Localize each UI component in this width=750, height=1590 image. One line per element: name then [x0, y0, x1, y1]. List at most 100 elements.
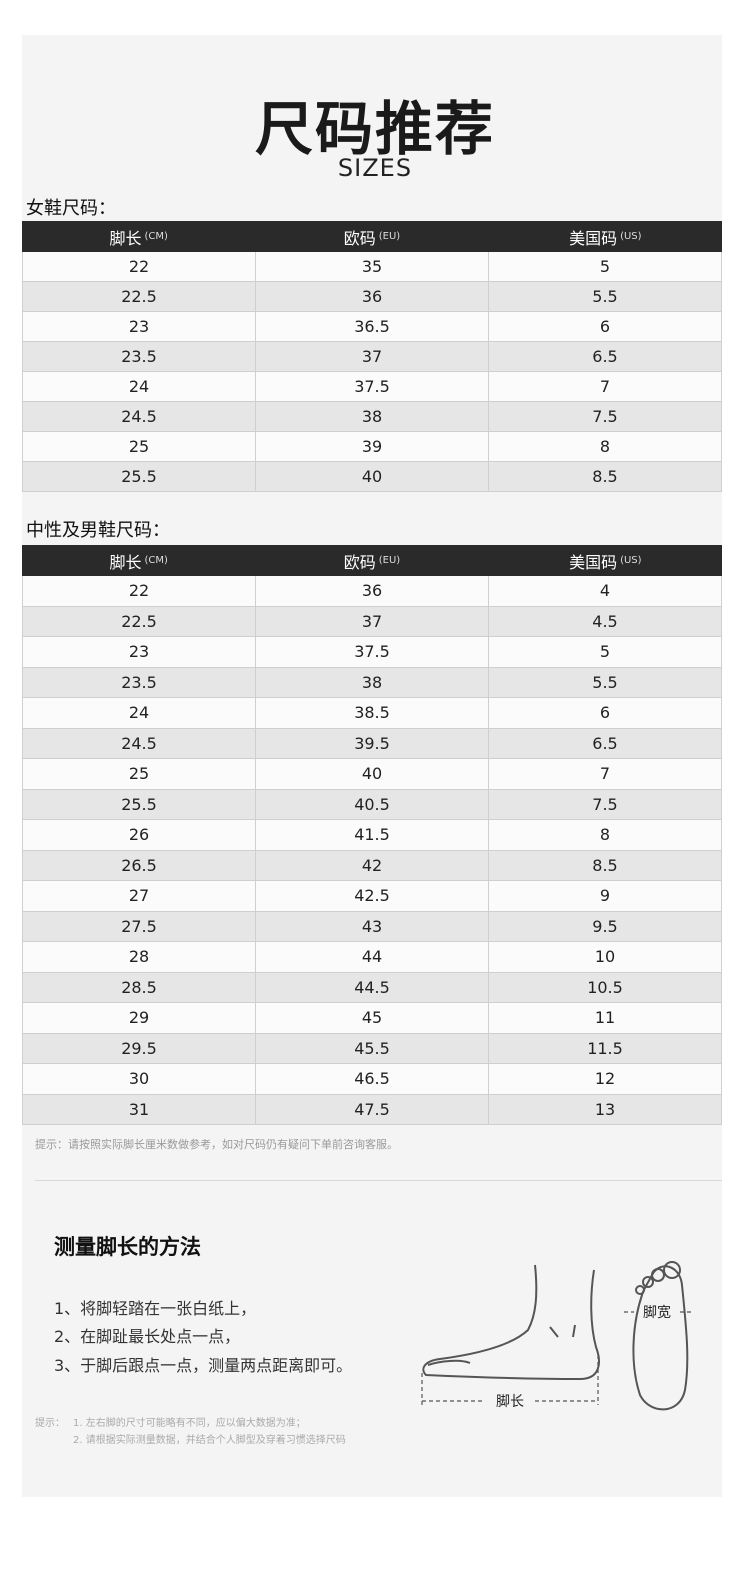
cell-text: 29.5: [121, 1038, 157, 1058]
table-cell: 36: [256, 576, 489, 607]
cell-text: 4: [599, 581, 611, 601]
table-cell: 36: [256, 282, 489, 312]
cell-text: 36.5: [354, 317, 390, 336]
header-text: 欧码: [343, 552, 376, 572]
width-label: 脚宽: [643, 1304, 671, 1321]
cell-text: 24: [128, 377, 150, 396]
toe: [635, 1285, 645, 1295]
table-cell: 31: [22, 1094, 256, 1125]
toe: [663, 1261, 681, 1279]
table-row: 22 35 5: [22, 252, 722, 282]
cell-text: 24.5: [121, 407, 157, 426]
cell-text: 24.5: [121, 733, 157, 753]
tips-label: 提示：: [35, 1418, 65, 1429]
header-text: 美国码: [569, 552, 618, 572]
cell-text: 5: [599, 642, 611, 662]
table-cell: 39: [256, 432, 489, 462]
cell-text: 41.5: [354, 825, 390, 845]
table-cell: 43: [256, 911, 489, 942]
cell-text: 5.5: [592, 672, 618, 692]
cell-text: 26.5: [121, 855, 157, 875]
cell-text: 25.5: [121, 794, 157, 814]
table-row: 23 37.5 5: [22, 637, 722, 668]
table-cell: 41.5: [256, 820, 489, 851]
header-cell: 欧码 (EU): [255, 545, 488, 576]
cell-text: 35: [361, 257, 383, 276]
divider: [35, 1180, 722, 1181]
cell-text: 23.5: [121, 672, 157, 692]
cell-text: 6: [599, 317, 611, 336]
caption: 女鞋尺码：: [26, 198, 116, 219]
cell-text: 23: [128, 317, 150, 336]
table-cell: 25.5: [22, 789, 256, 820]
table-cell: 8.5: [489, 850, 722, 881]
cell-text: 36: [361, 287, 383, 306]
foot-side: [422, 1264, 600, 1381]
cell-text: 30: [128, 1069, 150, 1089]
table-row: 29.5 45.5 11.5: [22, 1033, 722, 1064]
header-text: 脚长: [109, 552, 142, 572]
header-unit: (EU): [378, 231, 401, 242]
cell-text: 40: [361, 764, 383, 784]
cell-text: 24: [128, 703, 150, 723]
cell-text: 27: [128, 886, 150, 906]
table-cell: 9: [489, 881, 722, 912]
tip: 1. 左右脚的尺寸可能略有不同，应以偏大数据为准；: [73, 1418, 306, 1429]
cell-text: 44: [361, 947, 383, 967]
table-cell: 28: [22, 942, 256, 973]
table-cell: 30: [22, 1064, 256, 1095]
table-cell: 44.5: [256, 972, 489, 1003]
table-row: 24 37.5 7: [22, 372, 722, 402]
cell-text: 23.5: [121, 347, 157, 366]
cell-text: 42: [361, 855, 383, 875]
header-row: 脚长 (CM) 欧码 (EU) 美国码 (US): [22, 221, 722, 252]
cell-text: 22.5: [121, 611, 157, 631]
cell-text: 6.5: [592, 733, 618, 753]
table-cell: 7: [489, 759, 722, 790]
table-cell: 23: [22, 637, 256, 668]
table-cell: 37: [256, 606, 489, 637]
table-cell: 6.5: [489, 342, 722, 372]
table-cell: 8: [489, 820, 722, 851]
cell-text: 11.5: [587, 1038, 623, 1058]
cell-text: 31: [128, 1099, 150, 1119]
table-cell: 10: [489, 942, 722, 973]
table-cell: 42: [256, 850, 489, 881]
size-table: 脚长 (CM) 欧码 (EU) 美国码 (US) 22 35 5 22.5 36 5.5 23 36.5 6…: [22, 221, 722, 492]
cell-text: 27.5: [121, 916, 157, 936]
cell-text: 6: [599, 703, 611, 723]
foot-top: [632, 1265, 689, 1411]
cell-text: 37: [361, 347, 383, 366]
tip: 2. 请根据实际测量数据，并结合个人脚型及穿着习惯选择尺码: [73, 1435, 346, 1446]
cell-text: 22: [128, 581, 150, 601]
cell-text: 23: [128, 642, 150, 662]
table-cell: 12: [489, 1064, 722, 1095]
toenail: [427, 1359, 471, 1366]
header-cell: 脚长 (CM): [22, 221, 255, 252]
header-unit: (US): [620, 555, 642, 566]
table-row: 24.5 39.5 6.5: [22, 728, 722, 759]
table-cell: 5.5: [489, 667, 722, 698]
toe: [642, 1276, 654, 1288]
table-cell: 5: [489, 637, 722, 668]
cell-text: 5.5: [592, 287, 618, 306]
cell-text: 25.5: [121, 467, 157, 486]
cell-text: 37.5: [354, 377, 390, 396]
table-row: 29 45 11: [22, 1003, 722, 1034]
cell-text: 8: [599, 825, 611, 845]
cell-text: 8: [599, 437, 611, 456]
table-cell: 29.5: [22, 1033, 256, 1064]
header-unit: (CM): [144, 231, 168, 242]
method-title: 测量脚长的方法: [54, 1235, 201, 1259]
cell-text: 29: [128, 1008, 150, 1028]
header-text: 欧码: [343, 228, 376, 248]
foot-diagram: 脚长 脚宽: [421, 1261, 692, 1411]
cell-text: 7: [599, 377, 611, 396]
ankle-mark: [549, 1324, 576, 1338]
cell-text: 28.5: [121, 977, 157, 997]
cell-text: 45: [361, 1008, 383, 1028]
cell-text: 7.5: [592, 794, 618, 814]
cell-text: 45.5: [354, 1038, 390, 1058]
table-cell: 25: [22, 759, 256, 790]
table-cell: 5.5: [489, 282, 722, 312]
